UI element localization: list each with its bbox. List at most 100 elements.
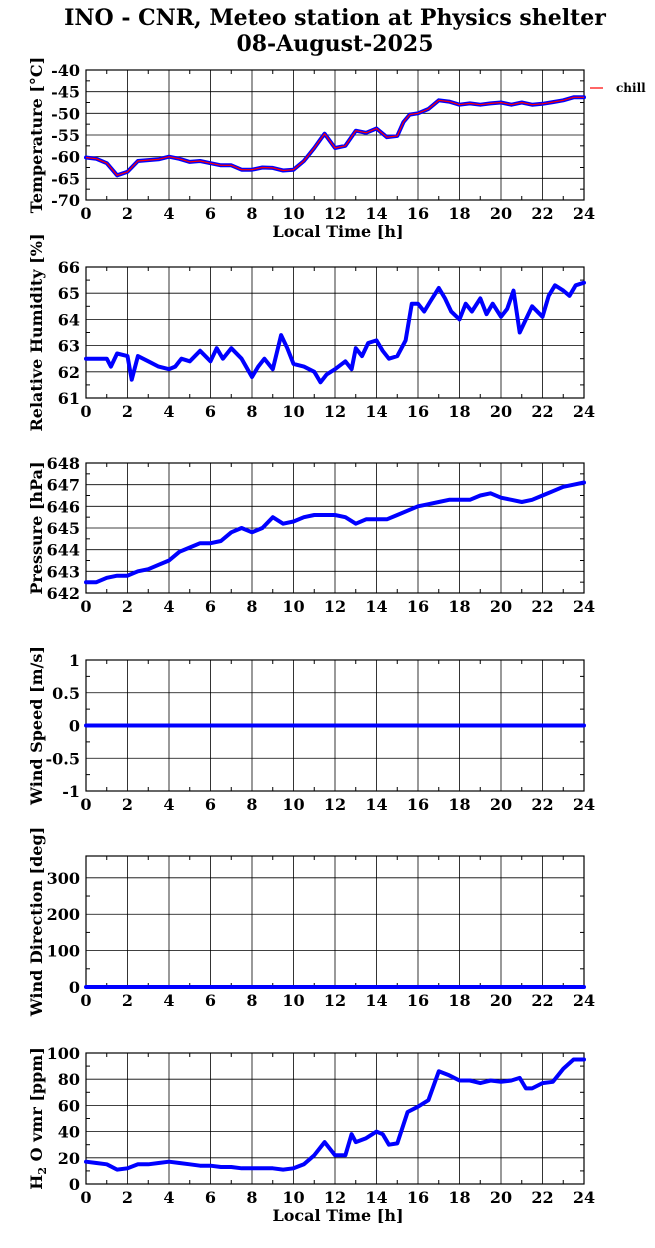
x-tick-label: 22	[531, 204, 553, 223]
y-tick-label: 20	[58, 1149, 80, 1168]
x-tick-label: 0	[80, 1188, 91, 1207]
chart-subtitle: 08-August-2025	[236, 31, 434, 57]
x-tick-label: 18	[448, 795, 470, 814]
x-tick-label: 20	[490, 204, 512, 223]
x-tick-label: 0	[80, 402, 91, 421]
series-line	[84, 480, 586, 585]
y-tick-label: 647	[47, 476, 80, 495]
x-tick-label: 8	[246, 204, 257, 223]
y-tick-label: 60	[58, 1096, 80, 1115]
y-tick-label: 40	[58, 1123, 80, 1142]
x-tick-label: 10	[282, 795, 304, 814]
x-tick-label: 2	[122, 402, 133, 421]
x-tick-label: 8	[246, 991, 257, 1010]
series-line	[84, 280, 586, 385]
x-tick-label: 12	[324, 597, 346, 616]
legend-label-chill: chill	[616, 81, 646, 95]
x-tick-label: 0	[80, 795, 91, 814]
x-tick-label: 8	[246, 1188, 257, 1207]
y-tick-label: 645	[47, 519, 80, 538]
chart-title: INO - CNR, Meteo station at Physics shel…	[64, 5, 606, 31]
y-tick-label: 1	[69, 651, 80, 670]
y-tick-label: 80	[58, 1070, 80, 1089]
x-tick-label: 12	[324, 204, 346, 223]
x-tick-label: 0	[80, 204, 91, 223]
panel-temperature: 0 2 4 6 8 10 12 14 16 18 20 22 24-70-65-60-55-50-45-…	[27, 57, 646, 241]
y-axis-label: Relative Humidity [%]	[27, 233, 46, 431]
x-tick-label: 24	[573, 991, 595, 1010]
x-tick-label: 2	[122, 204, 133, 223]
x-tick-label: 12	[324, 1188, 346, 1207]
x-tick-label: 10	[282, 597, 304, 616]
y-tick-label: 0	[69, 978, 80, 997]
x-tick-label: 22	[531, 597, 553, 616]
x-tick-label: 14	[365, 1188, 387, 1207]
x-tick-label: 20	[490, 991, 512, 1010]
x-tick-label: 24	[573, 402, 595, 421]
x-tick-label: 22	[531, 402, 553, 421]
x-axis-label: Local Time [h]	[272, 1206, 403, 1225]
x-tick-label: 16	[407, 991, 429, 1010]
x-tick-label: 24	[573, 597, 595, 616]
x-tick-label: 10	[282, 204, 304, 223]
x-tick-label: 14	[365, 991, 387, 1010]
y-tick-label: 100	[47, 1044, 80, 1063]
x-tick-label: 6	[205, 795, 216, 814]
chill-series-line	[85, 96, 584, 176]
x-tick-label: 18	[448, 204, 470, 223]
y-tick-label: 644	[47, 541, 80, 560]
series-line	[84, 1057, 586, 1172]
y-axis-label: Temperature [°C]	[27, 57, 46, 213]
x-tick-label: 14	[365, 204, 387, 223]
x-tick-label: 22	[531, 1188, 553, 1207]
y-tick-label: 643	[47, 562, 80, 581]
y-tick-label: 0	[69, 1175, 80, 1194]
x-tick-label: 4	[163, 204, 174, 223]
x-tick-label: 24	[573, 1188, 595, 1207]
panel-pressure: 0 2 4 6 8 10 12 14 16 18 20 22 246426436446456466476…	[27, 454, 595, 616]
x-tick-label: 14	[365, 402, 387, 421]
y-tick-label: 65	[58, 284, 80, 303]
x-tick-label: 8	[246, 795, 257, 814]
x-tick-label: 12	[324, 991, 346, 1010]
y-axis-label: Wind Speed [m/s]	[27, 646, 46, 806]
y-tick-label: -1	[62, 782, 80, 801]
y-tick-label: -65	[51, 169, 80, 188]
x-tick-label: 18	[448, 597, 470, 616]
y-axis-label: Pressure [hPa]	[27, 461, 46, 594]
y-tick-label: 63	[58, 337, 80, 356]
x-tick-label: 22	[531, 795, 553, 814]
y-tick-label: -55	[51, 126, 80, 145]
x-tick-label: 16	[407, 402, 429, 421]
x-tick-label: 12	[324, 402, 346, 421]
x-tick-label: 6	[205, 204, 216, 223]
x-tick-label: 18	[448, 402, 470, 421]
x-tick-label: 10	[282, 1188, 304, 1207]
x-tick-label: 20	[490, 402, 512, 421]
x-tick-label: 6	[205, 597, 216, 616]
x-tick-label: 0	[80, 991, 91, 1010]
x-tick-label: 4	[163, 1188, 174, 1207]
y-tick-label: -0.5	[46, 749, 80, 768]
x-tick-label: 10	[282, 991, 304, 1010]
x-tick-label: 18	[448, 1188, 470, 1207]
x-tick-label: 8	[246, 402, 257, 421]
x-tick-label: 4	[163, 402, 174, 421]
y-tick-label: -70	[51, 191, 80, 210]
legend: chill	[590, 81, 646, 95]
y-axis-label: H2 O vmr [ppm]	[27, 1047, 49, 1190]
y-tick-label: -40	[51, 61, 80, 80]
x-tick-label: 14	[365, 795, 387, 814]
x-tick-label: 6	[205, 1188, 216, 1207]
y-axis-label: Wind Direction [deg]	[27, 827, 46, 1018]
x-tick-label: 6	[205, 402, 216, 421]
y-tick-label: -50	[51, 104, 80, 123]
y-tick-label: 0	[69, 717, 80, 736]
x-tick-label: 6	[205, 991, 216, 1010]
x-tick-label: 20	[490, 597, 512, 616]
x-tick-label: 24	[573, 204, 595, 223]
x-tick-label: 2	[122, 991, 133, 1010]
